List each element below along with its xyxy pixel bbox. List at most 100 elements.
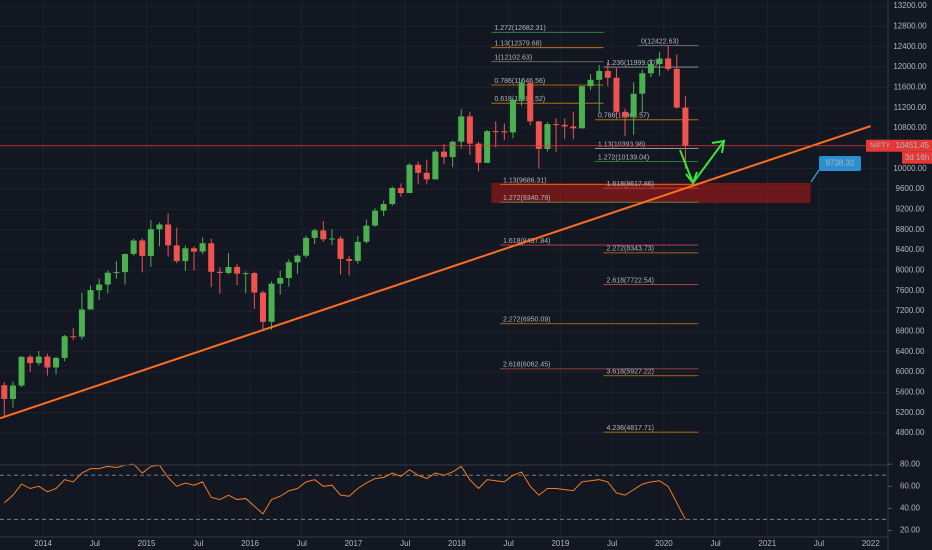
candle-body [639,73,646,94]
candle-body [647,64,654,74]
fib-label: 4.236(4817.71) [606,425,653,432]
projection-arrows [679,139,726,186]
candle-body [440,151,448,158]
arrow-head [711,139,726,154]
x-tick-label: Jul [400,539,410,548]
candle-body [121,253,129,273]
candle-body [285,262,292,278]
x-tick-label: 2016 [241,539,259,548]
fib-label: 1.13(12379.68) [494,41,541,48]
candle-body [673,68,680,108]
y-tick-label: 12800.00 [893,21,927,30]
rsi-tick-label: 60.00 [900,481,921,490]
candle-body [354,241,361,261]
candle-body [44,356,51,368]
fib-label: 1.272(9340.79) [503,195,550,202]
candle-body [53,357,60,368]
candle-body [415,164,422,173]
y-tick-label: 9200.00 [896,204,925,213]
candle-body [337,238,344,259]
trendline [0,125,872,420]
x-tick-label: Jul [193,539,203,548]
candle-body [544,124,551,150]
fib-label: 1(12102.63) [494,55,532,62]
y-tick-label: 12400.00 [893,42,927,51]
candle-body [604,70,611,78]
rsi-tick-label: 20.00 [900,526,921,535]
x-tick-label: Jul [504,539,514,548]
fib-label: 3.618(5927.22) [606,369,653,376]
candle-body [432,151,439,180]
fib-label: 2.618(7722.54) [606,277,653,284]
candle-body [656,58,663,65]
target-zone [491,182,811,203]
candle-body [449,141,456,158]
candle-body [96,284,103,291]
candle-body [190,248,197,252]
candle-body [9,385,16,399]
candle-body [18,356,25,386]
candle-body [27,356,34,364]
y-tick-label: 10800.00 [893,123,927,132]
candle-body [578,86,585,129]
x-tick-label: 2015 [138,539,156,548]
y-tick-label: 4800.00 [896,428,925,437]
callout-box [819,155,862,171]
x-tick-label: 2019 [551,539,569,548]
fib-label: 1.13(9686.31) [503,177,547,184]
candle-body [104,272,111,285]
candle-body [363,225,370,242]
rsi-tick-label: 80.00 [900,459,921,468]
candle-body [466,116,473,144]
y-tick-label: 8400.00 [896,245,925,254]
candle-body [475,143,482,163]
candle-body [527,83,534,122]
candle-body [613,77,620,112]
candle-body [665,58,672,69]
candle-body [501,131,508,133]
candle-body [156,224,163,230]
candle-body [251,273,258,293]
candle-body [484,131,491,163]
candle-body [242,273,249,275]
y-tick-label: 6800.00 [896,326,925,335]
candle-body [561,124,568,127]
y-tick-label: 5600.00 [896,387,925,396]
x-tick-label: Jul [297,539,307,548]
countdown-tag [902,151,932,164]
last-price-label: 10451.45 [896,141,930,150]
y-tick-label: 7600.00 [896,286,925,295]
x-tick-label: 2022 [862,539,880,548]
fib-label: 1.236(11999.00) [606,60,657,67]
y-tick-label: 8800.00 [896,225,925,234]
callout-pointer [810,169,820,183]
candle-body [294,255,301,263]
candle-body [208,243,215,272]
candle-body [397,187,404,194]
candle-body [346,258,353,261]
candle-body [423,172,430,180]
candle-body [268,283,275,322]
candle-body [553,124,560,126]
x-tick-label: Jul [90,539,100,548]
candle-body [35,356,42,364]
fib-label: 0(12422.63) [641,38,679,45]
candle-body [303,237,310,256]
candle-body [372,210,379,226]
y-tick-label: 7200.00 [896,306,925,315]
symbol-label: NIFTY [870,143,891,150]
fib-label: 1.618(9617.86) [606,181,653,188]
rsi-tick-label: 40.00 [900,503,921,512]
plot-layer: 1.272(12682.31) 1.13(12379.68) 1(12102.63)… [0,0,888,536]
candle-body [139,240,146,256]
candle-body [570,126,577,129]
candle-body [277,277,284,284]
candle-body [587,79,594,87]
candle-body [199,243,206,252]
rsi-line [3,463,686,520]
candle-body [61,336,68,358]
y-tick-label: 8000.00 [896,265,925,274]
candle-body [165,224,172,246]
y-tick-label: 5200.00 [896,408,925,417]
